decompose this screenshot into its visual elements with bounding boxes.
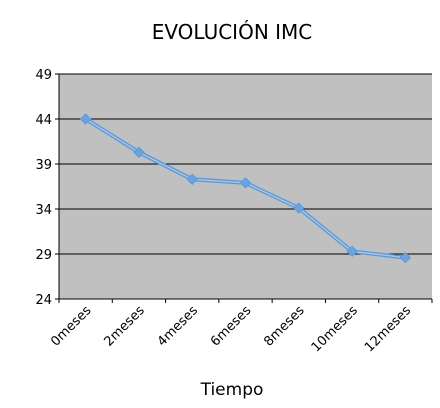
x-tick-label-6: 12meses <box>362 303 414 355</box>
chart-title: EVOLUCIÓN IMC <box>152 20 313 44</box>
y-tick-label-4: 44 <box>35 113 52 128</box>
data-point-0-5 <box>346 245 358 258</box>
data-point-0-2 <box>186 173 198 186</box>
data-point-0-3 <box>239 177 252 189</box>
y-tick-label-1: 29 <box>35 248 52 263</box>
x-tick-label-0: 0meses <box>48 303 94 349</box>
y-tick-label-3: 39 <box>35 158 52 173</box>
x-tick-label-3: 6meses <box>208 303 254 349</box>
series-layer <box>79 113 412 264</box>
x-tick-label-4: 8meses <box>261 303 307 349</box>
x-tick-label-5: 10meses <box>309 303 361 355</box>
data-point-0-4 <box>293 202 305 214</box>
x-axis-title: Tiempo <box>200 380 264 400</box>
x-tick-label-1: 2meses <box>101 303 147 349</box>
x-axis-ticks: 0meses 2meses 4meses 6meses 8meses 10meses 12m… <box>48 299 433 355</box>
y-tick-label-2: 34 <box>35 203 52 218</box>
y-tick-label-0: 24 <box>35 293 52 308</box>
y-axis-ticks: 24 29 34 39 44 49 <box>35 68 59 308</box>
data-point-0-1 <box>133 146 145 159</box>
y-tick-label-5: 49 <box>35 68 52 83</box>
data-point-0-6 <box>399 251 412 264</box>
data-point-0-0 <box>79 113 92 125</box>
x-tick-label-2: 4meses <box>155 303 201 349</box>
